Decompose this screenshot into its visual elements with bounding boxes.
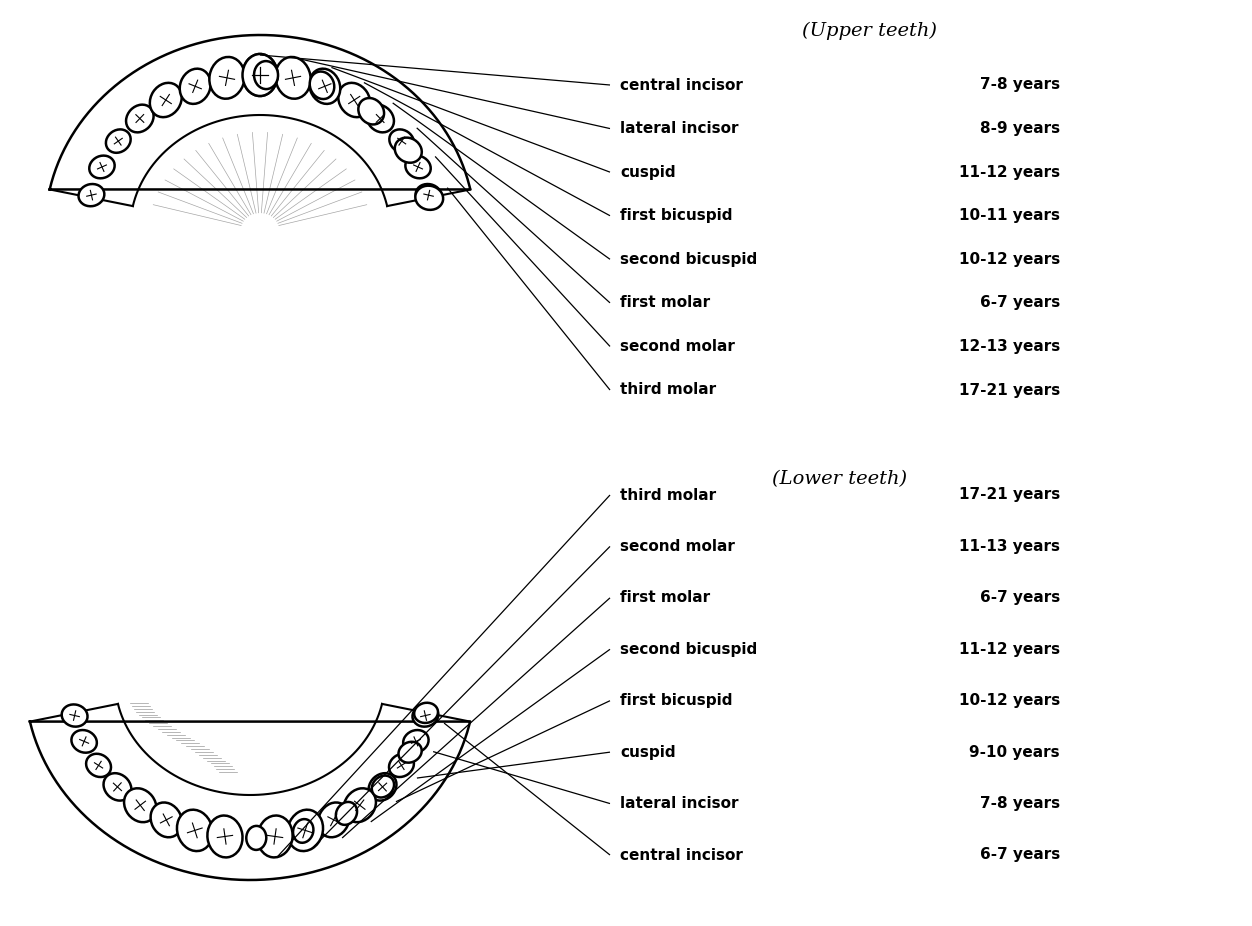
Text: 11-12 years: 11-12 years	[959, 642, 1060, 657]
Ellipse shape	[258, 816, 293, 857]
Ellipse shape	[79, 184, 104, 206]
Text: second molar: second molar	[620, 539, 735, 554]
Ellipse shape	[343, 788, 376, 822]
Ellipse shape	[288, 809, 323, 851]
Text: 7-8 years: 7-8 years	[980, 78, 1060, 93]
Text: 10-12 years: 10-12 years	[959, 694, 1060, 708]
Text: second molar: second molar	[620, 339, 735, 354]
Ellipse shape	[247, 826, 267, 850]
Ellipse shape	[416, 184, 442, 206]
Ellipse shape	[71, 730, 96, 753]
Text: 10-12 years: 10-12 years	[959, 252, 1060, 267]
Ellipse shape	[61, 705, 88, 727]
Ellipse shape	[394, 138, 422, 163]
Text: second bicuspid: second bicuspid	[620, 252, 757, 267]
Ellipse shape	[106, 130, 130, 153]
Text: 10-11 years: 10-11 years	[959, 208, 1060, 223]
Text: first molar: first molar	[620, 295, 710, 310]
Text: third molar: third molar	[620, 487, 716, 503]
Ellipse shape	[177, 809, 213, 851]
Ellipse shape	[254, 61, 278, 89]
Ellipse shape	[358, 98, 384, 124]
Text: cuspid: cuspid	[620, 165, 676, 180]
Text: lateral incisor: lateral incisor	[620, 121, 739, 136]
Ellipse shape	[243, 54, 278, 96]
Ellipse shape	[124, 788, 156, 822]
Ellipse shape	[243, 54, 278, 96]
Ellipse shape	[414, 703, 438, 723]
Text: 11-12 years: 11-12 years	[959, 165, 1060, 180]
Ellipse shape	[336, 802, 357, 825]
Text: 17-21 years: 17-21 years	[959, 382, 1060, 397]
Ellipse shape	[275, 57, 310, 99]
Text: lateral incisor: lateral incisor	[620, 796, 739, 811]
Ellipse shape	[309, 71, 334, 99]
Text: central incisor: central incisor	[620, 847, 742, 862]
Text: 7-8 years: 7-8 years	[980, 796, 1060, 811]
Ellipse shape	[416, 186, 443, 210]
Ellipse shape	[412, 705, 438, 727]
Ellipse shape	[389, 754, 414, 777]
Ellipse shape	[86, 754, 111, 777]
Ellipse shape	[403, 730, 428, 753]
Text: 9-10 years: 9-10 years	[969, 745, 1060, 759]
Text: 12-13 years: 12-13 years	[959, 339, 1060, 354]
Text: 6-7 years: 6-7 years	[980, 847, 1060, 862]
Ellipse shape	[150, 82, 182, 118]
Ellipse shape	[368, 773, 397, 801]
Text: (Upper teeth): (Upper teeth)	[803, 22, 938, 40]
Ellipse shape	[398, 742, 422, 763]
Ellipse shape	[318, 803, 349, 837]
Polygon shape	[30, 704, 470, 880]
Ellipse shape	[126, 105, 154, 132]
Text: third molar: third molar	[620, 382, 716, 397]
Text: first bicuspid: first bicuspid	[620, 694, 732, 708]
Ellipse shape	[389, 130, 414, 153]
Ellipse shape	[89, 156, 115, 179]
Ellipse shape	[406, 156, 431, 179]
Ellipse shape	[309, 69, 341, 104]
Text: 17-21 years: 17-21 years	[959, 487, 1060, 503]
Ellipse shape	[209, 57, 244, 99]
Ellipse shape	[293, 820, 313, 843]
Text: (Lower teeth): (Lower teeth)	[772, 470, 908, 488]
Ellipse shape	[372, 776, 394, 797]
Text: cuspid: cuspid	[620, 745, 676, 759]
Text: 8-9 years: 8-9 years	[980, 121, 1060, 136]
Text: first bicuspid: first bicuspid	[620, 208, 732, 223]
Ellipse shape	[150, 803, 182, 837]
Text: 11-13 years: 11-13 years	[959, 539, 1060, 554]
Ellipse shape	[104, 773, 131, 801]
Text: first molar: first molar	[620, 591, 710, 606]
Polygon shape	[50, 35, 471, 206]
Ellipse shape	[338, 82, 371, 118]
Text: 6-7 years: 6-7 years	[980, 591, 1060, 606]
Ellipse shape	[208, 816, 243, 857]
Text: 6-7 years: 6-7 years	[980, 295, 1060, 310]
Ellipse shape	[180, 69, 210, 104]
Text: central incisor: central incisor	[620, 78, 742, 93]
Ellipse shape	[367, 105, 394, 132]
Text: second bicuspid: second bicuspid	[620, 642, 757, 657]
